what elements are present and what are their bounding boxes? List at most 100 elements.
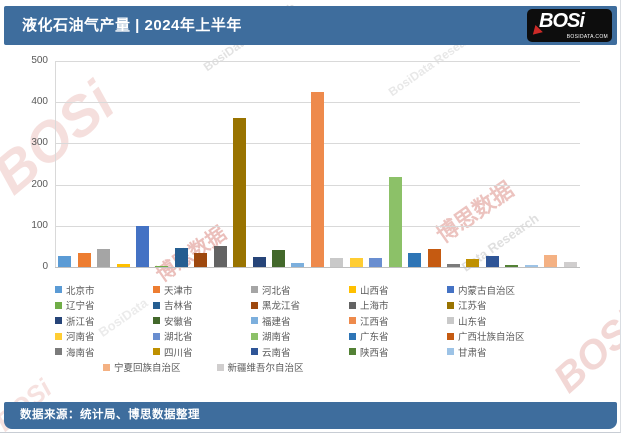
legend-label: 浙江省: [66, 316, 95, 328]
legend-item: 四川省: [153, 345, 251, 359]
legend-swatch-icon: [153, 332, 160, 340]
bar-宁夏回族自治区: [544, 254, 558, 267]
bar-上海市: [213, 245, 227, 267]
legend-label: 陕西省: [360, 347, 389, 359]
bar-内蒙古自治区: [135, 226, 149, 267]
legend-swatch-icon: [447, 332, 454, 340]
legend-swatch-icon: [251, 317, 258, 325]
header-bar: 液化石油气产量 | 2024年上半年 BOSi BOSIDATA.COM: [4, 6, 617, 45]
legend-row: 宁夏回族自治区 新疆维吾尔自治区: [55, 360, 595, 376]
bar-湖南省: [388, 177, 402, 267]
logo-text: BOSi: [539, 10, 585, 32]
bar-四川省: [466, 258, 480, 267]
legend-label: 山东省: [458, 316, 487, 328]
legend-label: 江苏省: [458, 301, 487, 313]
legend-swatch-icon: [447, 317, 454, 325]
legend-swatch-icon: [349, 348, 356, 356]
legend-item: 河南省: [55, 329, 153, 343]
legend-swatch-icon: [55, 332, 62, 340]
legend-label: 黑龙江省: [262, 301, 301, 313]
legend-label: 北京市: [66, 285, 95, 297]
legend-swatch-icon: [447, 348, 454, 356]
legend-label: 湖北省: [164, 332, 193, 344]
legend-item: 江西省: [349, 314, 447, 328]
y-tick-label: 400: [31, 96, 48, 108]
legend-swatch-icon: [447, 301, 454, 309]
bar-浙江省: [252, 257, 266, 267]
bar-吉林省: [174, 248, 188, 267]
bar-福建省: [291, 262, 305, 267]
legend-item: 安徽省: [153, 314, 251, 328]
legend-label: 河南省: [66, 332, 95, 344]
legend-label: 上海市: [360, 301, 389, 313]
legend-item: 云南省: [251, 345, 349, 359]
legend-label: 福建省: [262, 316, 291, 328]
legend-item: 天津市: [153, 283, 251, 297]
legend-swatch-icon: [447, 286, 454, 294]
legend-swatch-icon: [153, 286, 160, 294]
bar-山东省: [330, 257, 344, 267]
legend-item: 江苏省: [447, 298, 545, 312]
legend-item: 广西壮族自治区: [447, 329, 545, 343]
legend-label: 海南省: [66, 347, 95, 359]
legend-row: 海南省 四川省 云南省 陕西省 甘肃省: [55, 344, 595, 360]
bar-湖北省: [369, 257, 383, 267]
legend-item: 浙江省: [55, 314, 153, 328]
bar-新疆维吾尔自治区: [563, 262, 577, 267]
legend-swatch-icon: [153, 348, 160, 356]
legend-item: 甘肃省: [447, 345, 545, 359]
bar-海南省: [446, 264, 460, 267]
legend-item: 吉林省: [153, 298, 251, 312]
bar-安徽省: [272, 250, 286, 267]
legend-item: 山东省: [447, 314, 545, 328]
bars-area: [55, 61, 580, 267]
data-source-label: 数据来源：统计局、博思数据整理: [20, 409, 200, 421]
legend-label: 江西省: [360, 316, 389, 328]
legend-item: 宁夏回族自治区: [103, 360, 181, 374]
legend-label: 山西省: [360, 285, 389, 297]
bar-河南省: [349, 258, 363, 267]
bar-山西省: [116, 263, 130, 267]
bar-辽宁省: [155, 266, 169, 267]
legend-row: 辽宁省 吉林省 黑龙江省 上海市 江苏省: [55, 298, 595, 314]
y-tick-label: 100: [31, 219, 48, 231]
legend-row: 北京市 天津市 河北省 山西省 内蒙古自治区: [55, 282, 595, 298]
legend-item: 海南省: [55, 345, 153, 359]
legend-item: 新疆维吾尔自治区: [216, 360, 304, 375]
legend-swatch-icon: [55, 301, 62, 309]
legend-item: 上海市: [349, 298, 447, 312]
bar-黑龙江省: [194, 253, 208, 267]
legend-label: 内蒙古自治区: [458, 285, 516, 297]
logo-subtext: BOSIDATA.COM: [566, 34, 608, 40]
gridline: [55, 267, 580, 268]
legend-label: 广东省: [360, 332, 389, 344]
bar-广东省: [408, 253, 422, 267]
bar-天津市: [77, 252, 91, 267]
legend-item: 广东省: [349, 329, 447, 343]
legend-swatch-icon: [103, 363, 110, 371]
legend-label: 新疆维吾尔自治区: [227, 363, 304, 375]
legend-label: 吉林省: [164, 301, 193, 313]
legend-label: 天津市: [164, 285, 193, 297]
legend-item: 黑龙江省: [251, 298, 349, 312]
bar-陕西省: [505, 264, 519, 267]
legend-item: 湖南省: [251, 329, 349, 343]
legend-swatch-icon: [55, 286, 62, 294]
legend-swatch-icon: [153, 317, 160, 325]
legend-item: 内蒙古自治区: [447, 283, 545, 297]
legend-swatch-icon: [349, 317, 356, 325]
legend-item: 陕西省: [349, 345, 447, 359]
bar-广西壮族自治区: [427, 248, 441, 267]
page-title: 液化石油气产量 | 2024年上半年: [22, 17, 242, 34]
legend-label: 湖南省: [262, 332, 291, 344]
legend-swatch-icon: [251, 301, 258, 309]
legend-label: 四川省: [164, 347, 193, 359]
legend-label: 广西壮族自治区: [458, 332, 525, 344]
gridline: [55, 61, 580, 62]
legend-row: 浙江省 安徽省 福建省 江西省 山东省: [55, 313, 595, 329]
legend-item: 湖北省: [153, 329, 251, 343]
legend-swatch-icon: [251, 332, 258, 340]
legend-swatch-icon: [251, 286, 258, 294]
legend-item: 福建省: [251, 314, 349, 328]
bar-江西省: [310, 91, 324, 267]
